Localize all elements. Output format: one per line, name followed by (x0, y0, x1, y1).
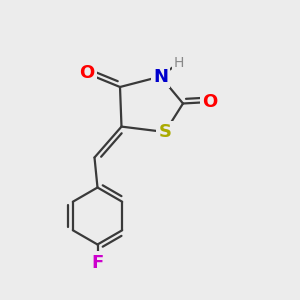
Text: O: O (80, 64, 94, 82)
Text: H: H (173, 56, 184, 70)
Text: O: O (202, 93, 217, 111)
Text: S: S (158, 123, 172, 141)
Text: F: F (92, 254, 104, 272)
Text: N: N (153, 68, 168, 85)
